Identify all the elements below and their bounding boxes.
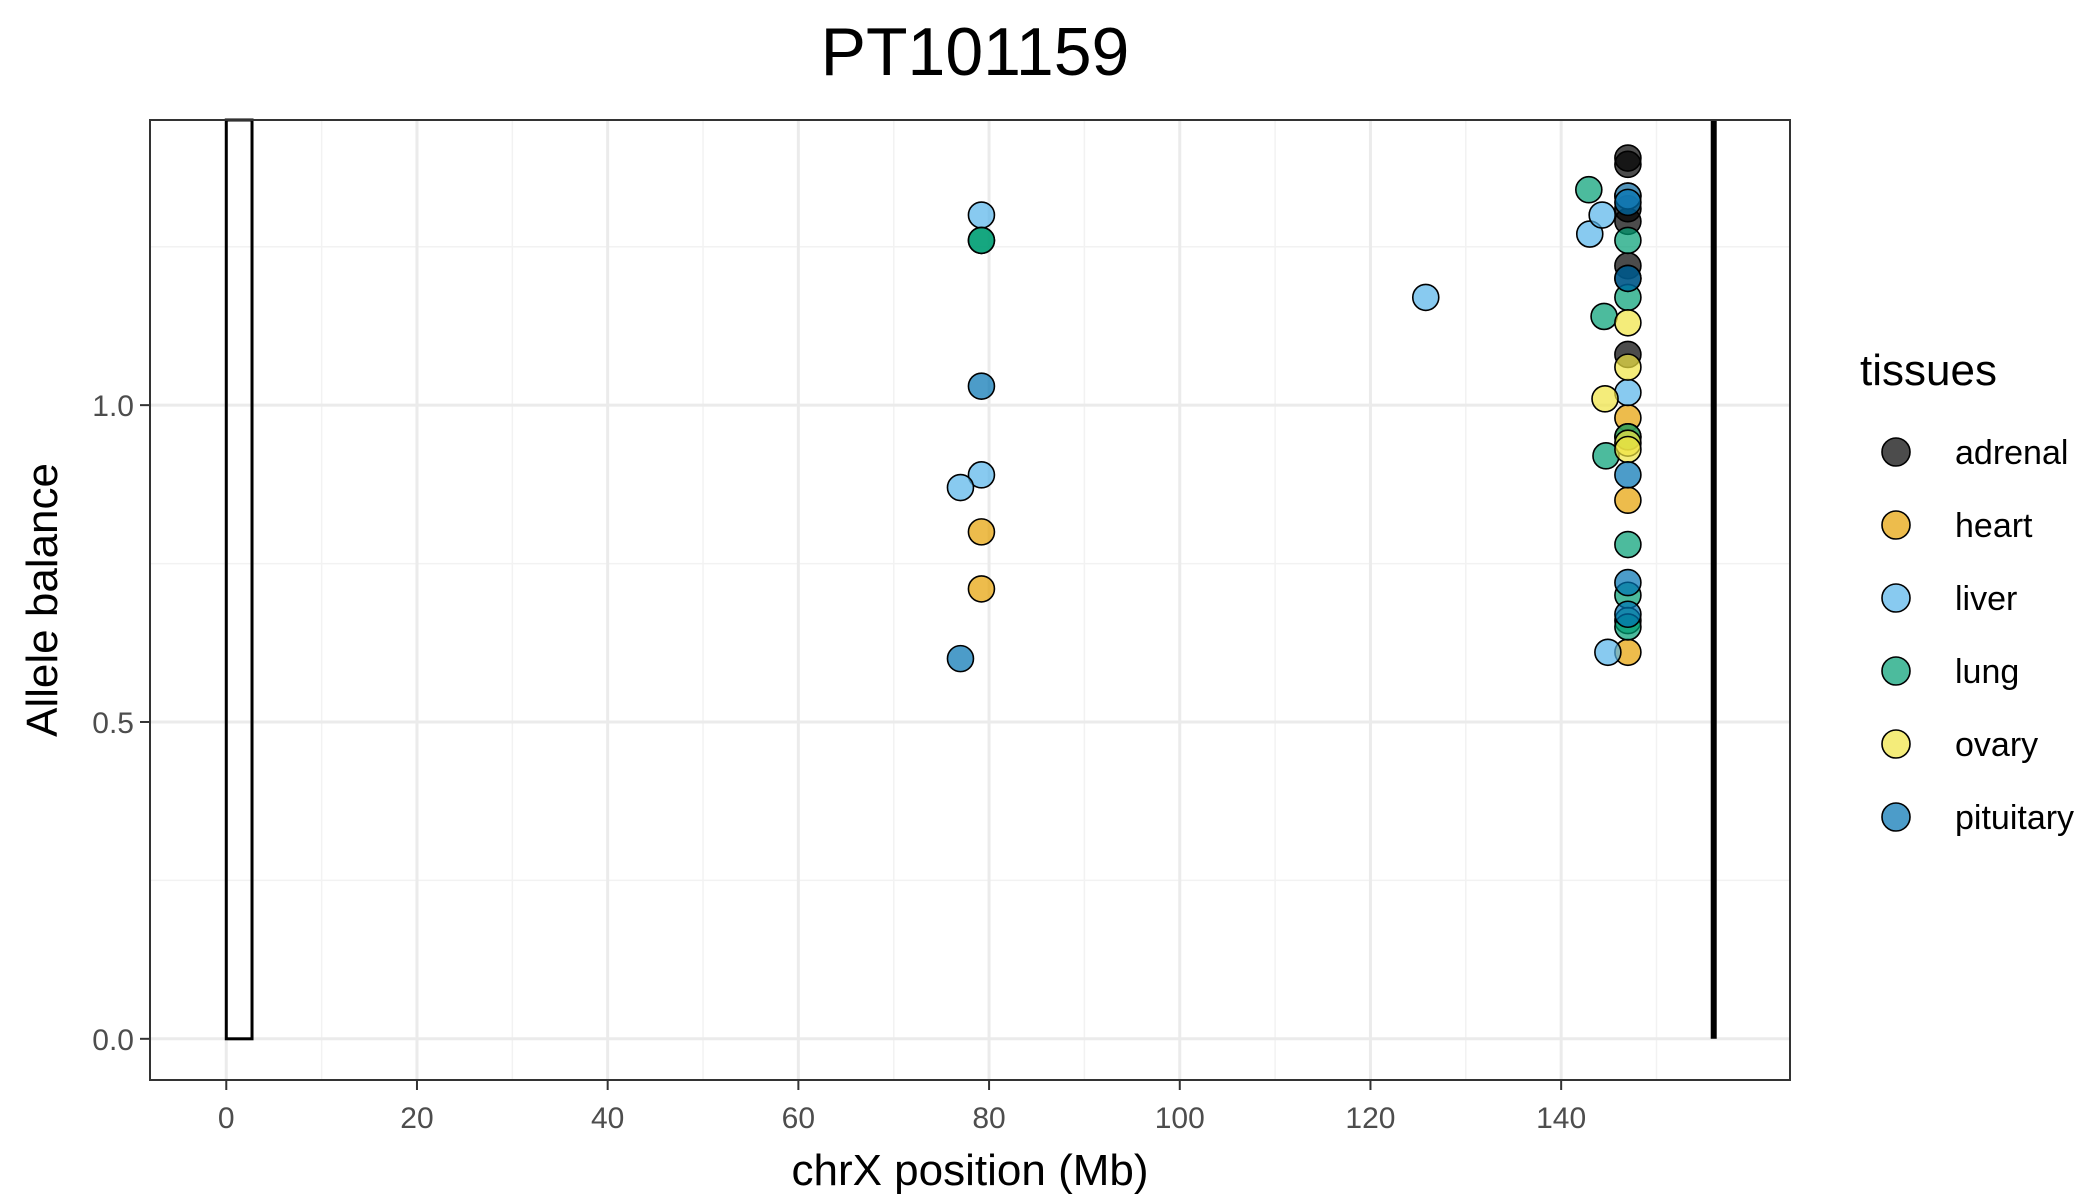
data-point-liver — [1588, 201, 1616, 229]
legend-label-adrenal: adrenal — [1955, 434, 2068, 472]
data-point-lung — [1590, 302, 1618, 331]
data-point-lung — [1575, 175, 1603, 204]
legend-label-lung: lung — [1955, 653, 2019, 691]
x-tick-label: 40 — [591, 1102, 624, 1135]
data-point-lung — [967, 226, 996, 255]
data-point-pituitary — [1614, 600, 1642, 629]
legend-title: tissues — [1860, 346, 1997, 395]
plot-panel — [149, 118, 1791, 1081]
legend-key-ovary — [1881, 729, 1911, 759]
data-point-liver — [967, 201, 996, 229]
legend-label-heart: heart — [1955, 507, 2033, 545]
legend-key-heart — [1881, 510, 1911, 540]
data-point-pituitary — [967, 372, 996, 400]
x-tick-label: 140 — [1536, 1102, 1586, 1135]
y-tick-label: 0.0 — [92, 1024, 134, 1057]
plot-background — [150, 120, 1790, 1080]
legend-key-pituitary — [1881, 802, 1911, 832]
data-point-pituitary — [1614, 568, 1642, 597]
legend-key-lung — [1881, 656, 1911, 686]
data-point-lung — [1614, 530, 1642, 559]
legend-key-adrenal — [1881, 437, 1911, 467]
data-point-pituitary — [946, 644, 975, 673]
minor-gridlines — [150, 120, 1790, 1080]
data-point-heart — [1614, 486, 1642, 514]
data-point-ovary — [1614, 308, 1642, 337]
legend-label-ovary: ovary — [1955, 726, 2038, 764]
y-tick-label: 0.5 — [92, 707, 134, 740]
x-tick-label: 100 — [1155, 1102, 1205, 1135]
data-point-ovary — [1591, 385, 1619, 413]
x-tick-label: 20 — [400, 1102, 433, 1135]
data-point-heart — [967, 575, 996, 603]
data-point-pituitary — [1614, 461, 1642, 489]
y-axis-label: Allele balance — [18, 463, 67, 737]
data-point-lung — [1614, 226, 1642, 255]
y-tick-label: 1.0 — [92, 390, 134, 423]
data-point-pituitary — [1614, 264, 1642, 293]
data-point-liver — [967, 461, 996, 489]
data-point-liver — [946, 473, 975, 502]
data-point-liver — [1594, 638, 1622, 667]
data-point-liver — [1411, 283, 1440, 312]
chart-title: PT101159 — [821, 14, 1130, 90]
data-point-pituitary — [1614, 188, 1642, 217]
data-point-liver — [1614, 378, 1642, 407]
x-axis: 0 20 40 60 80 100 120 140 — [218, 1080, 1586, 1135]
x-tick-label: 60 — [782, 1102, 815, 1135]
data-point-ovary — [1614, 435, 1642, 464]
y-axis: 0.0 0.5 1.0 — [92, 390, 150, 1057]
x-tick-label: 80 — [972, 1102, 1005, 1135]
plot-border — [149, 119, 1791, 1081]
x-tick-label: 0 — [218, 1102, 235, 1135]
x-tick-label: 120 — [1345, 1102, 1395, 1135]
legend-label-pituitary: pituitary — [1955, 799, 2074, 837]
data-point-ovary — [1614, 353, 1642, 381]
legend-key-liver — [1881, 583, 1911, 613]
legend: tissues adrenal heart liver lung ovary pituit… — [1860, 346, 2074, 837]
legend-label-liver: liver — [1955, 580, 2017, 618]
data-point-heart — [967, 518, 996, 546]
data-point-adrenal — [1614, 150, 1642, 179]
x-axis-label: chrX position (Mb) — [791, 1146, 1148, 1195]
data-points — [946, 144, 1642, 673]
